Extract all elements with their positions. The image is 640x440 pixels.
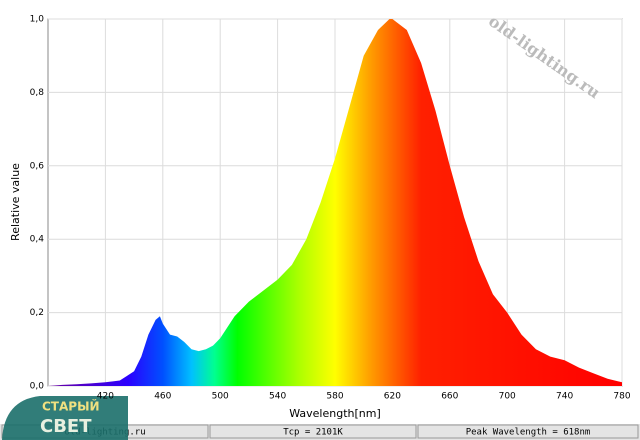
y-tick-label: 0,8 [30, 88, 45, 98]
x-tick-label: 740 [556, 392, 573, 402]
logo-text: СВЕТ [40, 416, 92, 437]
x-tick-label: 580 [326, 392, 343, 402]
status-peak: Peak Wavelength = 618nm [466, 428, 591, 438]
x-axis-title: Wavelength[nm] [289, 407, 381, 420]
logo: СТАРЫЙ СВЕТ [2, 396, 128, 440]
y-tick-label: 0,2 [30, 308, 44, 318]
x-tick-label: 620 [384, 392, 401, 402]
x-tick-label: 460 [154, 392, 171, 402]
y-tick-label: 0,4 [30, 235, 45, 245]
y-axis-title: Relative value [9, 163, 22, 241]
spectrum-area [48, 19, 622, 386]
status-tcp: Tcp = 2101K [283, 428, 343, 438]
x-tick-label: 420 [97, 392, 114, 402]
y-tick-label: 0,0 [30, 382, 45, 392]
status-panel [209, 424, 417, 439]
x-tick-label: 500 [212, 392, 229, 402]
status-panel [417, 424, 639, 439]
x-tick-label: 700 [499, 392, 516, 402]
x-tick-label: 660 [441, 392, 458, 402]
x-tick-label: 540 [269, 392, 286, 402]
status-bar [0, 424, 640, 440]
x-tick-label: 780 [613, 392, 630, 402]
y-tick-label: 0,6 [30, 161, 45, 171]
y-tick-label: 1,0 [30, 15, 45, 25]
logo-text: СТАРЫЙ [42, 399, 100, 414]
